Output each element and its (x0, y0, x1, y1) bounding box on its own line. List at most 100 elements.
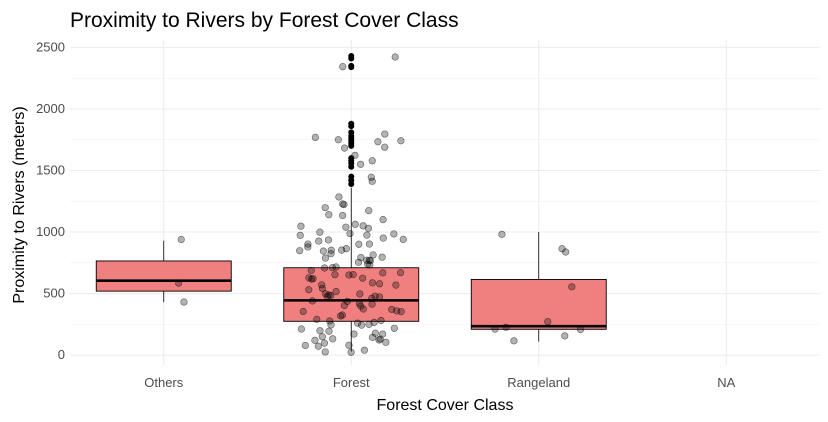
jitter-point (491, 325, 499, 333)
jitter-points (175, 53, 585, 356)
jitter-point (397, 308, 405, 316)
jitter-point (319, 247, 327, 255)
x-tick-label: NA (717, 375, 735, 390)
jitter-point (329, 335, 337, 343)
jitter-point (339, 63, 347, 71)
jitter-point (305, 286, 313, 294)
jitter-point (359, 274, 367, 282)
jitter-point (316, 327, 324, 335)
jitter-point (340, 200, 348, 209)
jitter-point (356, 290, 364, 298)
jitter-point (345, 271, 353, 279)
y-tick-label: 500 (43, 286, 65, 301)
jitter-point (325, 211, 333, 219)
jitter-point (346, 229, 354, 238)
jitter-point (308, 297, 316, 305)
jitter-point (357, 160, 365, 168)
jitter-point (364, 224, 373, 232)
jitter-point (326, 317, 334, 325)
jitter-point (338, 311, 346, 319)
jitter-point (379, 216, 387, 224)
y-tick-label: 2000 (36, 101, 65, 116)
jitter-point (297, 222, 305, 230)
jitter-point (342, 223, 350, 231)
x-axis-ticks: Others Forest Rangeland NA (144, 375, 735, 390)
jitter-point (381, 143, 389, 151)
jitter-point (368, 157, 376, 165)
jitter-point (390, 324, 398, 332)
outlier-point (348, 142, 355, 149)
jitter-point (324, 236, 333, 244)
jitter-point (318, 284, 326, 293)
jitter-point (177, 235, 185, 244)
jitter-point (351, 220, 359, 228)
jitter-point (366, 261, 374, 269)
jitter-point (363, 231, 371, 239)
jitter-point (365, 320, 373, 328)
jitter-point (374, 138, 382, 146)
x-tick-label: Others (144, 375, 184, 390)
jitter-point (180, 298, 188, 306)
jitter-point (355, 240, 363, 248)
jitter-point (304, 240, 312, 248)
jitter-point (375, 280, 384, 288)
jitter-point (351, 151, 359, 159)
jitter-point (576, 325, 585, 334)
jitter-point (328, 264, 337, 272)
jitter-point (339, 211, 347, 220)
jitter-point (316, 228, 324, 236)
jitter-point (510, 337, 518, 345)
outlier-point (348, 64, 355, 71)
jitter-point (327, 321, 335, 329)
jitter-point (381, 130, 389, 138)
jitter-point (318, 333, 326, 341)
jitter-point (391, 53, 399, 61)
jitter-point (325, 327, 333, 335)
jitter-point (369, 251, 377, 259)
box-iqr (95, 260, 232, 292)
x-tick-label: Forest (333, 375, 370, 390)
jitter-point (307, 275, 316, 283)
jitter-point (299, 307, 307, 316)
jitter-point (379, 234, 387, 242)
jitter-point (353, 319, 362, 327)
jitter-point (399, 235, 407, 243)
chart-title: Proximity to Rivers by Forest Cover Clas… (70, 9, 459, 32)
jitter-point (335, 193, 343, 201)
jitter-point (365, 207, 373, 215)
jitter-point (311, 133, 319, 141)
jitter-point (318, 281, 326, 289)
jitter-point (350, 330, 358, 338)
box-rangeland (470, 232, 607, 342)
jitter-point (378, 253, 386, 261)
jitter-point (340, 144, 349, 152)
jitter-point (376, 335, 384, 343)
x-tick-label: Rangeland (507, 375, 570, 390)
jitter-point (359, 305, 367, 313)
jitter-point (379, 269, 387, 277)
jitter-point (357, 321, 366, 329)
jitter-point (360, 346, 368, 354)
outlier-point (348, 55, 355, 62)
jitter-point (338, 246, 346, 254)
jitter-point (388, 305, 396, 314)
jitter-point (371, 329, 379, 337)
y-tick-label: 1000 (36, 224, 65, 239)
y-tick-label: 2500 (36, 39, 65, 54)
x-axis-title: Forest Cover Class (377, 397, 514, 414)
jitter-point (375, 336, 383, 344)
jitter-point (377, 316, 385, 325)
y-tick-label: 0 (58, 347, 65, 362)
y-axis-ticks: 0 500 1000 1500 2000 2500 (36, 39, 65, 362)
jitter-point (368, 294, 376, 302)
jitter-point (397, 137, 405, 145)
jitter-point (332, 263, 340, 271)
jitter-point (321, 348, 329, 356)
jitter-point (307, 266, 315, 275)
jitter-point (562, 248, 570, 256)
jitter-point (544, 317, 552, 326)
jitter-point (301, 341, 309, 350)
box-iqr (470, 278, 607, 330)
jitter-point (334, 136, 342, 144)
